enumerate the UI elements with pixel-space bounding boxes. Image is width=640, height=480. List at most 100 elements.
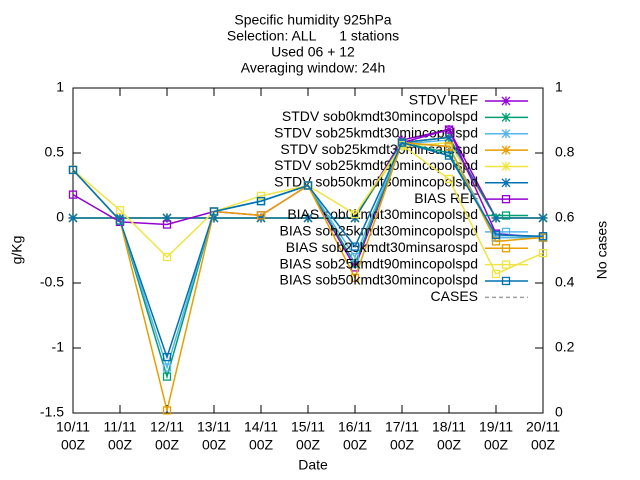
data-point bbox=[501, 129, 511, 139]
data-point bbox=[491, 269, 501, 279]
data-point bbox=[256, 213, 266, 223]
data-point bbox=[162, 363, 172, 372]
data-point bbox=[303, 181, 313, 190]
data-point bbox=[501, 112, 511, 122]
data-point bbox=[501, 244, 511, 253]
x-axis-label: Date bbox=[298, 457, 328, 473]
legend-label: STDV REF bbox=[409, 92, 478, 108]
data-point bbox=[162, 213, 172, 223]
y2-tick-label: 0.4 bbox=[555, 274, 575, 290]
x-tick-label: 00Z bbox=[61, 437, 86, 453]
x-tick-label: 16/11 bbox=[338, 419, 372, 435]
x-tick-label: 00Z bbox=[108, 437, 133, 453]
data-point bbox=[501, 178, 511, 188]
data-point bbox=[501, 161, 511, 171]
data-point bbox=[491, 230, 501, 240]
x-tick-label: 17/11 bbox=[385, 419, 419, 435]
x-tick-label: 00Z bbox=[531, 437, 556, 453]
data-point bbox=[491, 213, 501, 223]
x-tick-label: 10/11 bbox=[56, 419, 90, 435]
x-tick-label: 13/11 bbox=[197, 419, 231, 435]
data-point bbox=[162, 372, 172, 381]
legend-label: BIAS sob25kmdt30minsarospd bbox=[286, 239, 478, 255]
x-tick-label: 18/11 bbox=[432, 419, 466, 435]
data-point bbox=[68, 190, 78, 199]
data-point bbox=[501, 145, 511, 155]
data-point bbox=[209, 207, 219, 216]
data-point bbox=[115, 216, 125, 225]
data-point bbox=[350, 209, 360, 219]
data-point bbox=[350, 273, 360, 282]
series-line bbox=[72, 141, 544, 360]
legend-label: BIAS REF bbox=[414, 190, 478, 206]
data-point bbox=[162, 352, 172, 362]
data-point bbox=[501, 276, 511, 286]
chart-title: Used 06 + 12 bbox=[271, 44, 355, 60]
x-tick-label: 15/11 bbox=[291, 419, 325, 435]
y2-tick-label: 1 bbox=[555, 79, 563, 95]
y-tick-label: -1.5 bbox=[40, 404, 64, 420]
data-point bbox=[444, 125, 454, 134]
x-tick-label: 14/11 bbox=[244, 419, 278, 435]
y2-tick-label: 0.2 bbox=[555, 339, 575, 355]
x-tick-label: 00Z bbox=[484, 437, 509, 453]
data-point bbox=[350, 252, 360, 262]
data-point bbox=[501, 96, 511, 106]
y-tick-label: -0.5 bbox=[40, 274, 64, 290]
x-tick-label: 11/11 bbox=[104, 419, 137, 435]
legend-label: STDV sob0kmdt30mincopolspd bbox=[282, 108, 478, 124]
legend-label: BIAS sob25kmdt30mincopolspd bbox=[280, 223, 478, 239]
data-point bbox=[209, 213, 219, 223]
y-tick-label: 0 bbox=[56, 209, 64, 225]
data-point bbox=[501, 211, 511, 220]
data-point bbox=[162, 406, 172, 415]
y-tick-label: 0.5 bbox=[45, 144, 65, 160]
data-point bbox=[303, 213, 313, 223]
data-point bbox=[501, 195, 511, 204]
legend-label: BIAS sob25kmdt90mincopolspd bbox=[280, 255, 478, 271]
x-tick-label: 00Z bbox=[390, 437, 415, 453]
x-tick-label: 12/11 bbox=[150, 419, 184, 435]
data-point bbox=[444, 174, 454, 184]
y-tick-label: 1 bbox=[56, 79, 64, 95]
y-axis-label: g/Kg bbox=[9, 236, 25, 265]
chart-title: Specific humidity 925hPa bbox=[234, 12, 391, 28]
legend-label: STDV sob50kmdt30mincopolspd bbox=[274, 174, 478, 190]
x-tick-label: 00Z bbox=[343, 437, 368, 453]
data-point bbox=[162, 252, 172, 262]
legend-label: STDV sob25kmdt90mincopolspd bbox=[274, 157, 478, 173]
chart-title: Averaging window: 24h bbox=[241, 60, 386, 76]
data-point bbox=[538, 248, 548, 258]
y2-tick-label: 0.8 bbox=[555, 144, 575, 160]
legend-label: BIAS sob0kmdt30mincopolspd bbox=[287, 206, 478, 222]
x-tick-label: 19/11 bbox=[479, 419, 513, 435]
x-tick-label: 00Z bbox=[296, 437, 321, 453]
x-tick-label: 00Z bbox=[249, 437, 274, 453]
data-point bbox=[350, 242, 360, 251]
y2-tick-label: 0.6 bbox=[555, 209, 575, 225]
x-tick-label: 00Z bbox=[437, 437, 462, 453]
data-point bbox=[444, 142, 454, 151]
data-point bbox=[538, 213, 548, 223]
legend-label: CASES bbox=[431, 288, 478, 304]
data-point bbox=[256, 191, 266, 201]
legend-label: BIAS sob50kmdt30mincopolspd bbox=[280, 272, 478, 288]
y-tick-label: -1 bbox=[52, 339, 65, 355]
data-point bbox=[68, 213, 78, 223]
y2-tick-label: 0 bbox=[555, 404, 563, 420]
x-tick-label: 20/11 bbox=[526, 419, 560, 435]
data-point bbox=[397, 138, 407, 147]
data-point bbox=[444, 151, 454, 160]
y2-axis-label: No cases bbox=[594, 221, 610, 279]
x-tick-label: 00Z bbox=[155, 437, 180, 453]
data-point bbox=[538, 232, 548, 241]
data-point bbox=[444, 132, 454, 142]
data-point bbox=[501, 260, 511, 269]
data-point bbox=[68, 165, 78, 175]
data-point bbox=[256, 196, 266, 206]
x-tick-label: 00Z bbox=[202, 437, 227, 453]
data-point bbox=[162, 220, 172, 229]
data-point bbox=[115, 206, 125, 215]
data-point bbox=[256, 211, 266, 220]
